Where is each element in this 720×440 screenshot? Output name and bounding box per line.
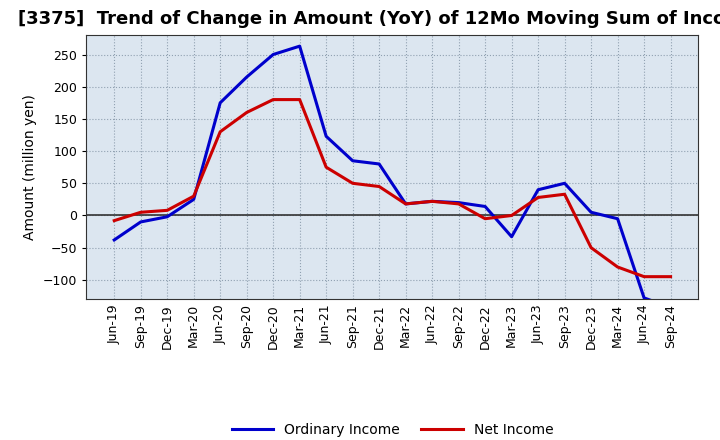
Ordinary Income [508,234,516,239]
Net Income [534,195,542,200]
Ordinary Income [428,199,436,204]
Net Income [640,274,649,279]
Ordinary Income [295,44,304,49]
Net Income [428,199,436,204]
Net Income [481,216,490,221]
Ordinary Income [216,100,225,106]
Net Income [269,97,277,102]
Net Income [348,181,357,186]
Ordinary Income [189,197,198,202]
Title: [3375]  Trend of Change in Amount (YoY) of 12Mo Moving Sum of Incomes: [3375] Trend of Change in Amount (YoY) o… [18,10,720,28]
Ordinary Income [243,74,251,80]
Ordinary Income [481,204,490,209]
Net Income [243,110,251,115]
Ordinary Income [560,181,569,186]
Ordinary Income [269,52,277,57]
Net Income [110,218,119,223]
Ordinary Income [163,214,171,220]
Ordinary Income [375,161,384,167]
Net Income [375,184,384,189]
Ordinary Income [348,158,357,163]
Ordinary Income [640,295,649,301]
Net Income [454,201,463,206]
Net Income [401,201,410,206]
Net Income [163,208,171,213]
Net Income [666,274,675,279]
Net Income [508,213,516,218]
Net Income [136,209,145,215]
Legend: Ordinary Income, Net Income: Ordinary Income, Net Income [226,417,559,440]
Net Income [587,245,595,250]
Ordinary Income [136,219,145,224]
Net Income [216,129,225,135]
Net Income [322,165,330,170]
Line: Net Income: Net Income [114,99,670,277]
Net Income [613,264,622,270]
Ordinary Income [666,305,675,310]
Ordinary Income [401,201,410,206]
Net Income [560,191,569,197]
Ordinary Income [454,200,463,205]
Ordinary Income [587,209,595,215]
Ordinary Income [534,187,542,192]
Net Income [295,97,304,102]
Ordinary Income [110,237,119,242]
Ordinary Income [613,216,622,221]
Net Income [189,194,198,199]
Y-axis label: Amount (million yen): Amount (million yen) [24,94,37,240]
Line: Ordinary Income: Ordinary Income [114,46,670,308]
Ordinary Income [322,134,330,139]
